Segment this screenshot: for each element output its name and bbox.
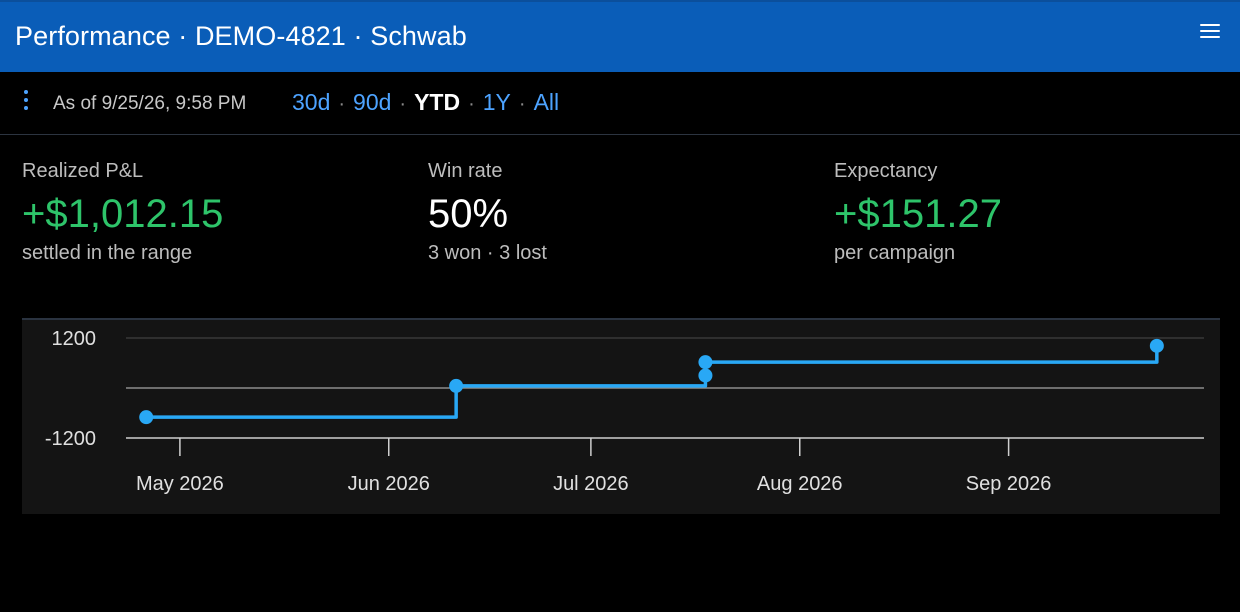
x-tick-label: Sep 2026 bbox=[966, 473, 1052, 495]
stat-realized-pnl: Realized P&L +$1,012.15 settled in the r… bbox=[22, 160, 223, 265]
data-point bbox=[449, 378, 464, 393]
stat-value: 50% bbox=[428, 192, 509, 236]
x-tick-label: Jul 2026 bbox=[553, 473, 629, 495]
kebab-menu-icon[interactable] bbox=[22, 90, 30, 114]
stat-expectancy: Expectancy +$151.27 per campaign bbox=[834, 160, 1002, 265]
data-point bbox=[1149, 338, 1164, 353]
equity-chart-svg: 1200 -1200 May 2026 Jun 2026 Jul 2026 Aug 202… bbox=[45, 328, 1204, 495]
stat-subtext: 3 won · 3 lost bbox=[428, 242, 547, 264]
data-point bbox=[698, 355, 713, 370]
range-separator: · bbox=[338, 93, 346, 115]
range-selector: 30d · 90d · YTD · 1Y · All bbox=[292, 89, 559, 116]
range-30d[interactable]: 30d bbox=[292, 89, 331, 115]
page-title: Performance · DEMO-4821 · Schwab bbox=[15, 21, 467, 51]
equity-chart: 1200 -1200 May 2026 Jun 2026 Jul 2026 Aug 202… bbox=[22, 318, 1220, 514]
stat-label: Win rate bbox=[428, 160, 503, 182]
stat-value: +$151.27 bbox=[834, 192, 1002, 236]
x-tick-label: Aug 2026 bbox=[757, 473, 843, 495]
equity-step-line bbox=[146, 345, 1159, 419]
as-of-timestamp: As of 9/25/26, 9:58 PM bbox=[53, 93, 247, 114]
x-tick-label: Jun 2026 bbox=[348, 473, 430, 495]
stat-label: Expectancy bbox=[834, 160, 938, 182]
y-tick-label: 1200 bbox=[52, 328, 97, 350]
range-1y[interactable]: 1Y bbox=[482, 89, 511, 115]
range-ytd[interactable]: YTD bbox=[414, 89, 461, 115]
range-90d[interactable]: 90d bbox=[353, 89, 392, 115]
stat-label: Realized P&L bbox=[22, 160, 144, 182]
stat-subtext: per campaign bbox=[834, 242, 956, 264]
range-separator: · bbox=[399, 93, 407, 115]
app-header: Performance · DEMO-4821 · Schwab bbox=[0, 0, 1240, 72]
toolbar: As of 9/25/26, 9:58 PM 30d · 90d · YTD ·… bbox=[0, 72, 1240, 135]
data-point bbox=[698, 368, 713, 383]
range-separator: · bbox=[468, 93, 475, 115]
y-tick-label: -1200 bbox=[45, 428, 96, 450]
range-separator: · bbox=[518, 93, 526, 115]
stat-subtext: settled in the range bbox=[22, 242, 193, 264]
hamburger-menu-icon[interactable] bbox=[1200, 24, 1220, 40]
range-all[interactable]: All bbox=[533, 89, 560, 115]
data-point bbox=[139, 410, 154, 425]
x-tick-label: May 2026 bbox=[136, 473, 224, 495]
stat-win-rate: Win rate 50% 3 won · 3 lost bbox=[428, 160, 547, 265]
stat-value: +$1,012.15 bbox=[22, 192, 224, 236]
